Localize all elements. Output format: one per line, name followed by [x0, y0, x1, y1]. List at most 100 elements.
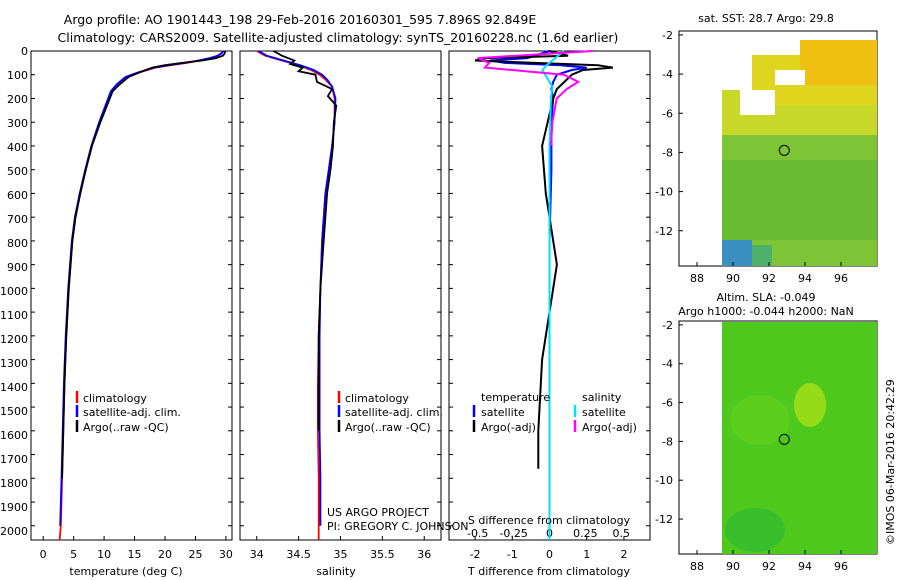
legend-s-argo: Argo(-adj) [582, 421, 637, 434]
salinity-legend-climatology: climatology [345, 392, 409, 405]
sla-x-ticks: 88 90 92 94 96 [690, 550, 848, 573]
salinity-series [256, 50, 338, 540]
s-difference-label: S difference from climatology [468, 514, 631, 527]
depth-tick-1000: 1000 [0, 285, 28, 298]
temperature-x-label: temperature (deg C) [69, 565, 182, 578]
figure-title-line2: Climatology: CARS2009. Satellite-adjuste… [58, 30, 619, 45]
sst-y-ticks: -2 -4 -6 -8 -10 -12 [655, 29, 683, 238]
map-y-tick-label: -4 [662, 68, 673, 81]
sst-map-title: sat. SST: 28.7 Argo: 29.8 [698, 12, 834, 25]
depth-tick-1100: 1100 [0, 309, 28, 322]
sla-map-low-patch [725, 508, 785, 552]
depth-tick-1600: 1600 [0, 429, 28, 442]
sla-map-mid-patch [730, 395, 790, 445]
x-tick-label: 36 [417, 548, 431, 561]
map-y-tick-label: -8 [662, 146, 673, 159]
map-x-tick-label: 92 [762, 272, 776, 285]
figure-title-line1: Argo profile: AO 1901443_198 29-Feb-2016… [64, 12, 537, 27]
depth-tick-1300: 1300 [0, 357, 28, 370]
map-y-tick-label: -6 [662, 107, 673, 120]
map-x-tick-label: 94 [798, 272, 812, 285]
x-tick-label: 0 [546, 548, 553, 561]
difference-legend: temperature satellite Argo(-adj) salinit… [472, 391, 637, 434]
sst-map-field [722, 40, 877, 266]
temperature-x-ticks: 0 5 10 15 20 25 30 [40, 536, 233, 561]
x-tick-label: 15 [128, 548, 142, 561]
temperature-legend: climatology satellite-adj. clim. Argo(..… [75, 391, 181, 434]
temperature-legend-argo: Argo(..raw -QC) [83, 421, 169, 434]
series-t-argo-adj- [474, 50, 613, 469]
map-x-tick-label: 88 [690, 272, 704, 285]
depth-tick-700: 700 [7, 213, 28, 226]
temperature-panel-frame [30, 50, 233, 541]
x-tick-label: 20 [158, 548, 172, 561]
depth-tick-1500: 1500 [0, 405, 28, 418]
sla-map-field [722, 322, 877, 554]
project-line1: US ARGO PROJECT [327, 506, 429, 519]
sla-y-ticks: -2 -4 -6 -8 -10 -12 [655, 319, 683, 526]
salinity-legend-satellite: satellite-adj. clim. [345, 406, 443, 419]
depth-tick-1900: 1900 [0, 501, 28, 514]
salinity-legend: climatology satellite-adj. clim. Argo(..… [337, 391, 443, 434]
x-tick-label: -2 [470, 548, 481, 561]
x-tick-label: 10 [97, 548, 111, 561]
imos-timestamp: ©IMOS 06-Mar-2016 20:42:29 [884, 379, 897, 545]
s-tick-label: 0.5 [613, 527, 631, 540]
depth-tick-600: 600 [7, 189, 28, 202]
depth-tick-800: 800 [7, 237, 28, 250]
difference-series [474, 50, 613, 540]
map-x-tick-label: 88 [690, 560, 704, 573]
map-x-tick-label: 96 [834, 560, 848, 573]
x-tick-label: 30 [219, 548, 233, 561]
map-y-tick-label: -2 [662, 29, 673, 42]
depth-tick-0: 0 [21, 45, 28, 58]
x-tick-label: 5 [70, 548, 77, 561]
depth-tick-100: 100 [7, 69, 28, 82]
s-tick-label: -0.5 [467, 527, 488, 540]
temperature-legend-climatology: climatology [83, 392, 147, 405]
sst-map-green-deep [722, 160, 877, 240]
map-x-tick-label: 92 [762, 560, 776, 573]
x-tick-label: 35.5 [370, 548, 395, 561]
s-tick-label: 0.25 [573, 527, 598, 540]
temperature-series [58, 50, 227, 541]
salinity-x-ticks: 34 34.5 35 35.5 36 [250, 536, 431, 561]
map-y-tick-label: -10 [655, 474, 673, 487]
sla-map-high-patch [794, 383, 826, 427]
depth-tick-marks [31, 50, 650, 527]
depth-tick-1700: 1700 [0, 453, 28, 466]
s-tick-label: -0.25 [499, 527, 527, 540]
depth-tick-400: 400 [7, 141, 28, 154]
map-y-tick-label: -4 [662, 358, 673, 371]
map-y-tick-label: -6 [662, 397, 673, 410]
legend-t-argo: Argo(-adj) [481, 421, 536, 434]
sst-argo-position-marker [778, 144, 790, 156]
x-tick-label: -1 [507, 548, 518, 561]
depth-axis-labels: 0 100 200 300 400 500 600 700 800 900 10… [0, 45, 28, 538]
x-tick-label: 34 [250, 548, 264, 561]
sst-map-gap-north [775, 70, 805, 85]
depth-tick-900: 900 [7, 261, 28, 274]
sst-map-gap-west [740, 90, 775, 115]
series-argo-raw-qc- [61, 50, 227, 479]
t-difference-label: T difference from climatology [467, 565, 630, 578]
x-tick-label: 1 [583, 548, 590, 561]
project-line2: PI: GREGORY C. JOHNSON [327, 520, 468, 533]
sst-x-ticks: 88 90 92 94 96 [690, 262, 848, 285]
map-y-tick-label: -10 [655, 186, 673, 199]
salinity-legend-argo: Argo(..raw -QC) [345, 421, 431, 434]
depth-tick-1200: 1200 [0, 333, 28, 346]
legend-t-satellite: satellite [481, 406, 525, 419]
salinity-panel-frame [239, 50, 442, 541]
sst-map-orange-northeast [800, 40, 877, 85]
sst-map-teal-south [752, 245, 772, 266]
series-argo-raw-qc- [273, 50, 338, 431]
x-tick-label: 35 [334, 548, 348, 561]
legend-temperature-title: temperature [481, 391, 550, 404]
map-y-tick-label: -12 [655, 225, 673, 238]
depth-tick-300: 300 [7, 117, 28, 130]
depth-tick-200: 200 [7, 93, 28, 106]
map-y-tick-label: -8 [662, 435, 673, 448]
map-x-tick-label: 96 [834, 272, 848, 285]
